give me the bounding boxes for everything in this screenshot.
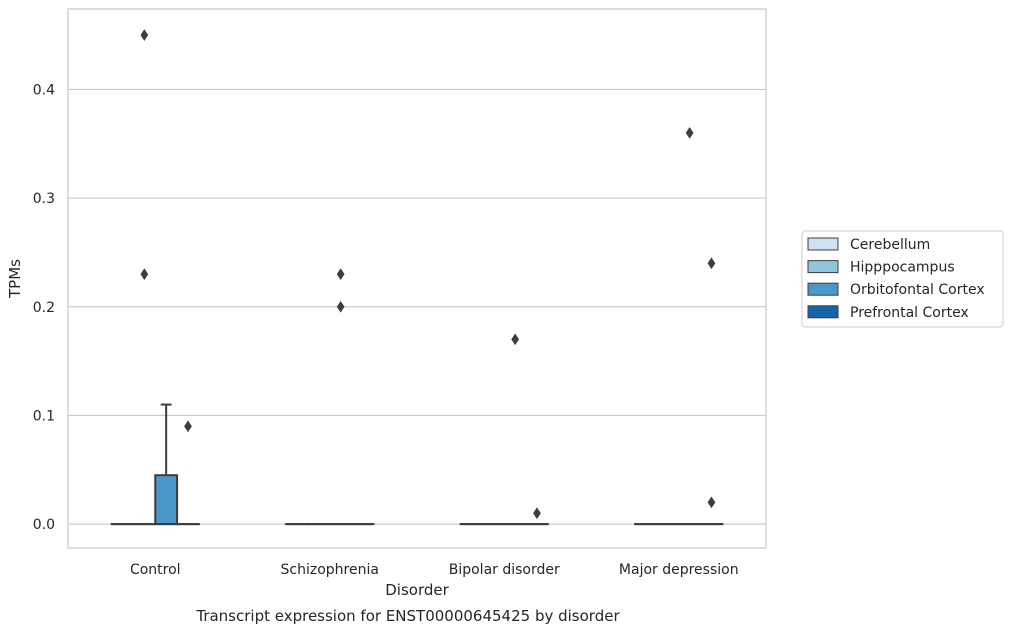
y-axis-label: TPMs [6,259,24,299]
chart-title: Transcript expression for ENST0000064542… [195,607,620,625]
legend-item: Prefrontal Cortex [807,305,969,321]
y-tick-label: 0.2 [33,300,55,316]
box [154,474,179,526]
legend-swatch [807,237,839,251]
legend-item: Cerebellum [807,237,930,253]
x-tick-label: Schizophrenia [281,562,379,578]
y-tick-label: 0.1 [33,408,55,424]
x-tick-label: Major depression [619,562,739,578]
box-group [699,257,724,526]
outlier-point [140,268,149,281]
outlier-point [140,29,149,42]
legend-swatch [807,282,839,296]
outlier-point [707,257,716,270]
box-group [176,420,200,526]
box-group [525,507,549,526]
y-tick-label: 0.4 [33,82,55,98]
legend-frame [801,230,1004,328]
legend-swatch [807,305,839,319]
outlier-point [511,333,520,346]
x-tick-label: Control [130,562,181,578]
box-group [132,29,157,526]
outlier-point [533,507,541,520]
box-group [503,333,528,526]
gridlines [68,88,766,525]
x-axis-label: Disorder [385,581,449,599]
legend-label: Cerebellum [850,237,930,253]
legend-item: Orbitofontal Cortex [807,282,985,298]
outlier-point [336,300,345,313]
legend-label: Prefrontal Cortex [850,305,969,321]
plot-frame [67,8,767,549]
box-group [677,126,702,526]
legend-label: Orbitofontal Cortex [850,282,985,298]
legend: Cerebellum Hipppocampus Orbitofontal Corte… [801,230,1004,328]
legend-item: Hipppocampus [807,260,955,276]
y-tick-label: 0.3 [33,191,55,207]
legend-label: Hipppocampus [850,260,955,276]
y-tick-label: 0.0 [33,517,55,533]
outlier-point [707,496,716,509]
legend-swatch [807,260,839,274]
outlier-point [336,268,345,281]
x-tick-labels: Control Schizophrenia Bipolar disorder Majo… [130,562,739,578]
box-marks [110,29,724,526]
outlier-point [685,126,694,139]
y-tick-labels: 0.0 0.1 0.2 0.3 0.4 [33,82,55,533]
outlier-point [184,420,192,433]
x-tick-label: Bipolar disorder [449,562,560,578]
box-group [154,403,179,526]
